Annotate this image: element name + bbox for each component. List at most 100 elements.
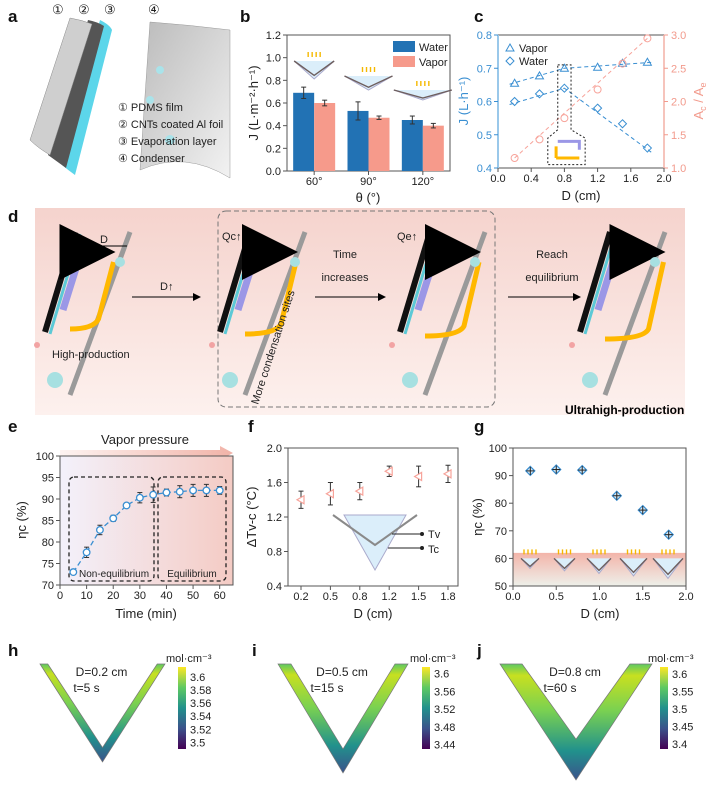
colorbar-tick-label: 3.45 xyxy=(672,721,693,733)
tv-label: Tv xyxy=(428,529,441,541)
panel-d-schematic: D D↑ Qc↑ Qe↑ Time increases Reach equili… xyxy=(34,208,685,417)
x-tick-label: 20 xyxy=(107,590,119,602)
v-absorber xyxy=(652,557,684,576)
droplet-icon xyxy=(115,257,125,267)
y-tick-label: 90 xyxy=(42,494,54,506)
v-inset-shape xyxy=(343,514,407,572)
colorbar-tick-label: 3.4 xyxy=(672,739,687,751)
equilibrium-label: Equilibrium xyxy=(167,569,216,580)
time-label-2: increases xyxy=(321,272,369,284)
ultrahigh-production-label: Ultrahigh-production xyxy=(565,403,684,417)
legend-marker-vapor xyxy=(505,42,515,52)
x-tick-label: 0.2 xyxy=(293,591,308,603)
y-tick-label: 85 xyxy=(42,516,54,528)
concentration-v-shape xyxy=(277,663,409,774)
x-tick-label: 1.2 xyxy=(382,591,397,603)
y-tick-label: 2.0 xyxy=(671,97,686,109)
f-ylabel: ΔTv-c (°C) xyxy=(244,487,259,548)
non-equilibrium-label: Non-equilibrium xyxy=(79,569,149,580)
v-shape xyxy=(652,558,684,580)
colorbar-tick-label: 3.52 xyxy=(190,724,211,736)
panel-a-device-illustration: ① ② ③ ④ ① PDMS film ② CNTs coated Al foi… xyxy=(29,2,231,179)
colorbar-tick-label: 3.5 xyxy=(672,704,687,716)
geometry-label: D=0.5 cm xyxy=(316,665,368,679)
y-tick-label: 1.0 xyxy=(671,163,686,175)
geometry-label: D=0.2 cm xyxy=(76,665,128,679)
panel-label-b: b xyxy=(240,7,250,26)
x-tick-label: 90° xyxy=(360,176,377,188)
v-absorber xyxy=(586,557,612,572)
legend-evap: ③ Evaporation layer xyxy=(118,136,217,148)
fit-line-water xyxy=(509,87,653,154)
label-number-3: ③ xyxy=(104,2,116,17)
y-tick-label: 0.8 xyxy=(477,30,492,42)
colorbar-tick-label: 3.55 xyxy=(672,686,693,698)
v-absorber xyxy=(393,89,453,99)
data-point xyxy=(295,494,305,505)
v-inset-absorber xyxy=(332,514,418,547)
bar-water xyxy=(401,120,423,171)
v-absorber xyxy=(344,75,393,88)
e-ylabel: ηc (%) xyxy=(14,501,29,539)
y-tick-label: 1.6 xyxy=(267,478,282,490)
v-geometry-inset-icon xyxy=(393,81,453,101)
water-flow-arrow-icon xyxy=(604,261,666,342)
point-water xyxy=(559,83,570,93)
vapor-arrow-icon xyxy=(557,139,581,150)
point-water xyxy=(509,96,520,107)
legend-marker-water xyxy=(505,56,515,66)
x-tick-label: 0.8 xyxy=(557,173,572,185)
zoom-callout-box xyxy=(547,64,586,166)
x-tick-label: 1.2 xyxy=(590,173,605,185)
y-tick-label: 1.0 xyxy=(266,53,281,65)
colorbar-tick-label: 3.6 xyxy=(434,669,449,681)
panel-label-c: c xyxy=(474,7,483,26)
data-point xyxy=(442,468,452,479)
colorbar-unit: mol·cm⁻³ xyxy=(648,653,694,665)
colorbar-unit: mol·cm⁻³ xyxy=(166,653,212,665)
y-tick-label: 0.7 xyxy=(477,63,492,75)
data-point xyxy=(135,493,144,502)
colorbar-tick-label: 3.54 xyxy=(190,711,211,723)
y-tick-label: 1.2 xyxy=(266,30,281,42)
x-tick-label: 0.5 xyxy=(323,591,338,603)
y-tick-label: 2.5 xyxy=(671,63,686,75)
y-tick-label: 60 xyxy=(495,553,507,565)
data-point xyxy=(215,486,224,495)
fit-line-ac-ae xyxy=(514,37,648,159)
droplet-icon xyxy=(582,372,598,388)
x-tick-label: 2.0 xyxy=(678,591,693,603)
time-label-1: Time xyxy=(333,249,357,261)
label-number-2: ② xyxy=(78,2,90,17)
water-arrow-icon xyxy=(554,146,580,160)
dashed-box xyxy=(217,210,496,408)
x-tick-label: 10 xyxy=(80,590,92,602)
y-tick-label: 0.6 xyxy=(477,97,492,109)
v-absorber xyxy=(619,557,648,574)
y-tick-label: 50 xyxy=(495,581,507,593)
colorbar-tick-label: 3.44 xyxy=(434,740,455,752)
y-tick-label: 100 xyxy=(36,451,54,463)
y-tick-label: 1.5 xyxy=(671,130,686,142)
water-flow-arrow-icon xyxy=(424,261,482,339)
y2label-sub-c: c xyxy=(698,106,708,111)
v-geometry-inset-icon xyxy=(293,52,335,80)
tc-pointer-dot xyxy=(420,546,424,550)
legend-condenser: ④ Condenser xyxy=(118,153,185,165)
data-point xyxy=(383,466,393,477)
vapor-flow-arrow-icon xyxy=(594,224,666,312)
v-geometry-inset-icon xyxy=(652,549,684,580)
legend-pdms: ① PDMS film xyxy=(118,102,183,114)
c-ylabel: J (L·h⁻¹) xyxy=(456,77,471,126)
point-ac-ae xyxy=(510,154,519,163)
v-geometry-inset-icon xyxy=(586,549,612,575)
label-number-1: ① xyxy=(52,2,64,17)
high-production-label: High-production xyxy=(52,349,130,361)
contour-map-h: D=0.2 cm t=5 s mol·cm⁻³ 3.63.583.563.543.52… xyxy=(39,653,212,763)
data-point xyxy=(175,487,184,496)
y-tick-label: 100 xyxy=(489,443,507,455)
v-absorber xyxy=(553,557,576,570)
colorbar-tick-label: 3.52 xyxy=(434,704,455,716)
legend-label-vapor: Vapor xyxy=(419,57,448,69)
data-point xyxy=(413,471,423,482)
